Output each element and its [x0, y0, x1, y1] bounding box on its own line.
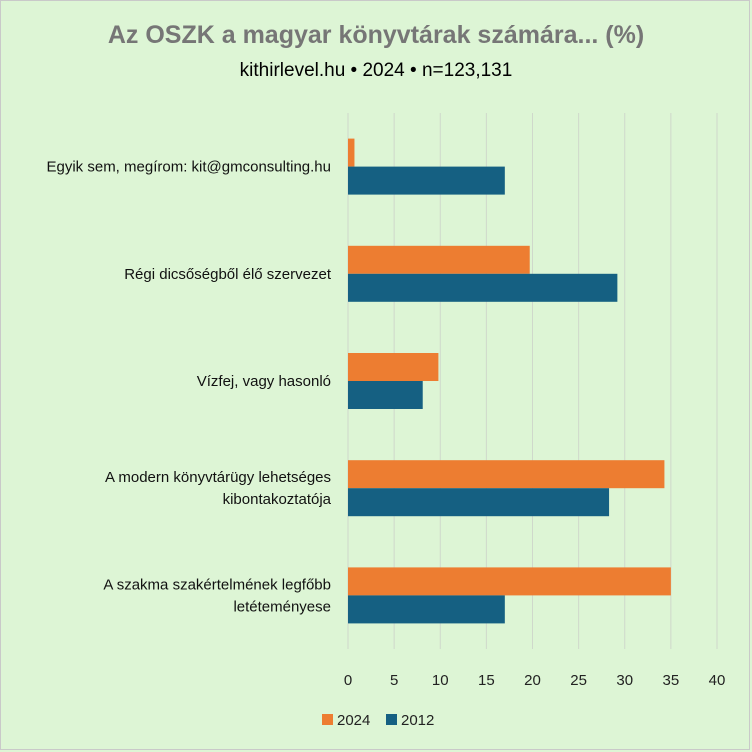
legend: 2024 2012 [322, 712, 434, 729]
bars [348, 138, 671, 624]
bar-2024 [348, 567, 671, 596]
x-tick-label: 30 [616, 672, 633, 689]
category-label: Régi dicsőségből élő szervezet [124, 266, 332, 283]
gridlines [347, 113, 718, 649]
chart-title: Az OSZK a magyar könyvtárak számára... (… [108, 21, 644, 49]
category-label: A szakma szakértelmének legfőbb [103, 576, 331, 593]
chart-subtitle: kithirlevel.hu • 2024 • n=123,131 [240, 60, 513, 81]
x-tick-label: 25 [570, 672, 587, 689]
legend-label: 2024 [337, 712, 370, 729]
x-tick-label: 15 [478, 672, 495, 689]
category-label: A modern könyvtárügy lehetséges [105, 469, 331, 486]
bar-2024 [348, 353, 439, 381]
category-label: Egyik sem, megírom: kit@gmconsulting.hu [47, 159, 332, 176]
category-label: Vízfej, vagy hasonló [197, 373, 331, 390]
x-tick-label: 40 [709, 672, 726, 689]
bar-2024 [348, 245, 530, 274]
x-tick-label: 35 [663, 672, 680, 689]
legend-swatch-2024 [322, 714, 333, 725]
legend-swatch-2012 [386, 714, 397, 725]
legend-label: 2012 [401, 712, 434, 729]
category-labels: Egyik sem, megírom: kit@gmconsulting.hu R… [47, 159, 332, 616]
x-tick-label: 10 [432, 672, 449, 689]
x-tick-label: 0 [344, 672, 352, 689]
bar-2024 [348, 138, 355, 167]
bar-2012 [348, 273, 618, 302]
bar-2024 [348, 460, 665, 489]
category-label: kibontakoztatója [223, 491, 332, 508]
x-axis-ticks: 0 5 10 15 20 25 30 35 40 [344, 672, 726, 689]
bar-2012 [348, 166, 505, 195]
bar-2012 [348, 381, 423, 409]
x-tick-label: 5 [390, 672, 398, 689]
bar-2012 [348, 488, 610, 517]
bar-2012 [348, 595, 505, 624]
x-tick-label: 20 [524, 672, 541, 689]
category-label: letéteményese [233, 598, 331, 615]
